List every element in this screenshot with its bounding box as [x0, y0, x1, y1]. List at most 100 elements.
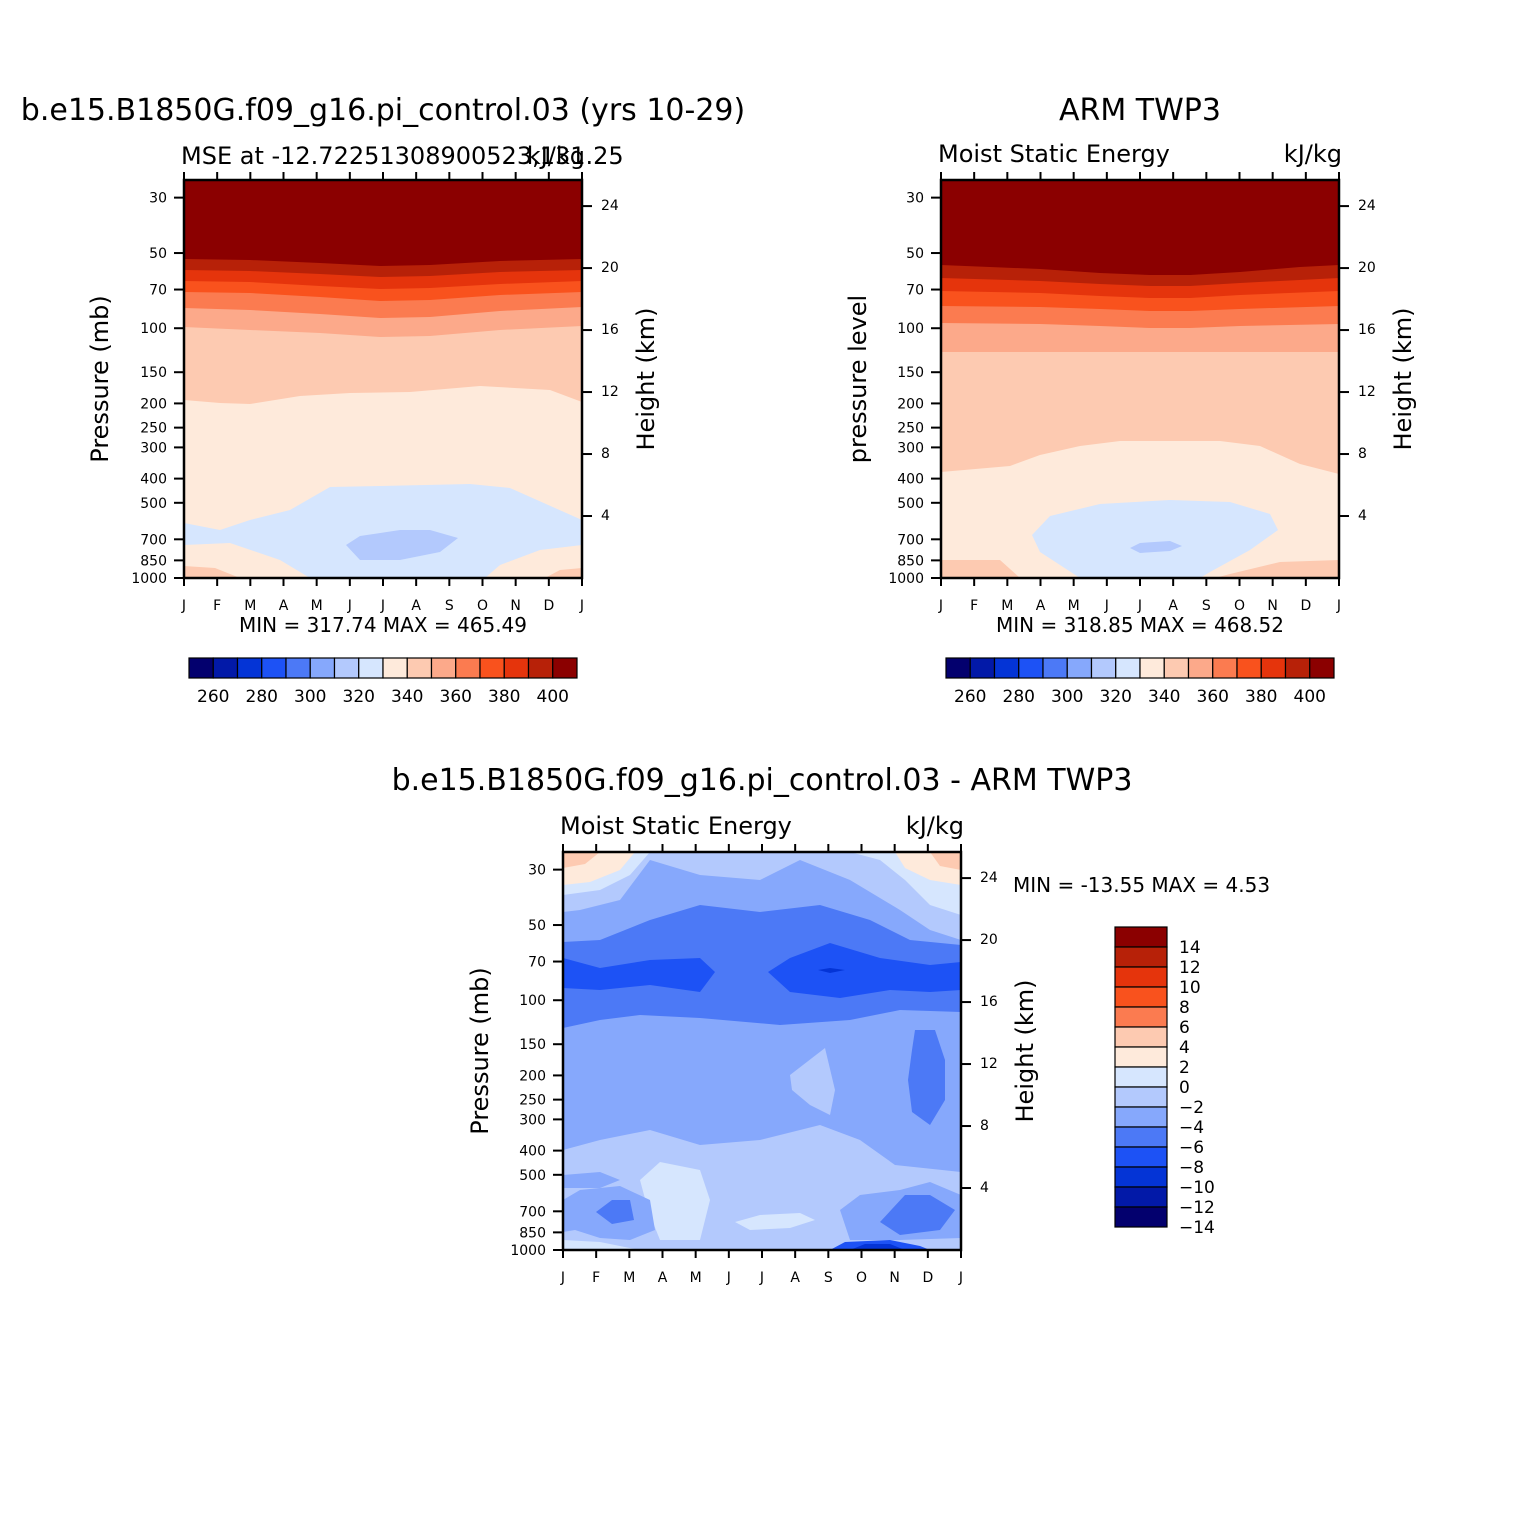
colorbar-swatch: [1284, 657, 1311, 679]
x-tick-label: D: [543, 598, 554, 614]
x-tick-label: N: [510, 598, 520, 614]
colorbar-label: 300: [294, 687, 326, 707]
x-tick-label: A: [790, 1270, 800, 1286]
y-tick-label: 250: [897, 421, 924, 437]
fill-band-m12-m10-bottom: [850, 1244, 905, 1250]
fill-band-m12-m10: [818, 968, 845, 973]
panel-model-subtitle: MSE at -12.72251308900523,131.25: [181, 142, 624, 170]
colorbar-label: −14: [1179, 1218, 1215, 1238]
colorbar-swatch: [1187, 657, 1214, 679]
colorbar-label: 280: [1003, 687, 1035, 707]
y-tick-label: 70: [528, 955, 546, 971]
colorbar-label: 320: [1100, 687, 1132, 707]
fill-band-m2-0-mid2: [735, 1213, 815, 1230]
x-tick-label: A: [279, 598, 289, 614]
fill-band-340-350-low-right: [545, 568, 582, 578]
colorbar-swatch: [1114, 1026, 1168, 1048]
colorbar-swatch: [1115, 657, 1141, 679]
y-tick-label: 30: [906, 191, 924, 207]
y-tick-label: 500: [519, 1168, 546, 1184]
fill-band-m8-m6-bottom-right: [880, 1195, 955, 1235]
colorbar-swatch: [1114, 1086, 1168, 1108]
y-tick-label: 250: [140, 421, 167, 437]
y-tick-label: 850: [140, 553, 167, 569]
panel-diff-title: b.e15.B1850G.f09_g16.pi_control.03 - ARM…: [392, 763, 1133, 798]
fill-band-400-up: [184, 180, 582, 266]
colorbar-swatch: [1114, 946, 1168, 968]
colorbar-swatch: [1212, 657, 1238, 679]
colorbar-label: 400: [537, 687, 569, 707]
fill-band-2-4-right: [930, 852, 961, 870]
x-tick-label: J: [726, 1270, 731, 1286]
y-tick-label: 500: [897, 496, 924, 512]
height-tick-label: 8: [1358, 446, 1367, 462]
panel-obs-ylabel: pressure level: [844, 295, 872, 463]
y-tick-label: 1000: [510, 1243, 546, 1259]
x-tick-label: F: [213, 598, 221, 614]
colorbar-swatch: [1139, 657, 1165, 679]
panel-obs-minmax: MIN = 318.85 MAX = 468.52: [996, 613, 1284, 637]
colorbar-label: −8: [1179, 1158, 1204, 1178]
colorbar-swatch: [503, 657, 530, 679]
fill-band-m2-0-mid: [640, 1162, 710, 1240]
colorbar-label: 4: [1179, 1038, 1190, 1058]
x-tick-label: A: [1168, 598, 1178, 614]
y-tick-label: 50: [906, 246, 924, 262]
y-tick-label: 300: [897, 440, 924, 456]
colorbar-swatch: [1309, 657, 1335, 679]
height-tick-label: 20: [980, 932, 998, 948]
colorbar-label: −2: [1179, 1098, 1204, 1118]
fill-band-m8-m6-bottom-left: [596, 1200, 634, 1224]
colorbar-label: 2: [1179, 1058, 1190, 1078]
height-tick-label: 24: [601, 198, 619, 214]
y-tick-label: 100: [897, 321, 924, 337]
colorbar-label: 380: [488, 687, 520, 707]
colorbar-label: 280: [246, 687, 278, 707]
colorbar-swatch: [1114, 1046, 1168, 1068]
colorbar-swatch: [1090, 657, 1117, 679]
y-tick-label: 1000: [131, 571, 167, 587]
y-tick-label: 200: [140, 396, 167, 412]
y-tick-label: 850: [897, 553, 924, 569]
colorbar-swatch: [552, 657, 578, 679]
colorbar-swatch: [333, 657, 360, 679]
fill-band-340-350-low-left: [941, 560, 1020, 578]
colorbar-label: 260: [197, 687, 229, 707]
colorbar-swatch: [1114, 1066, 1168, 1088]
x-tick-label: M: [690, 1270, 702, 1286]
y-tick-label: 150: [897, 365, 924, 381]
fill-band-m10-m8-right: [768, 943, 961, 998]
y-tick-label: 70: [149, 283, 167, 299]
x-tick-label: J: [380, 598, 385, 614]
colorbar-label: −4: [1179, 1118, 1204, 1138]
colorbar-label: 0: [1179, 1078, 1190, 1098]
panel-model-units: kJ/kg: [527, 142, 585, 170]
height-tick-label: 24: [980, 870, 998, 886]
y-tick-label: 300: [140, 440, 167, 456]
y-tick-label: 850: [519, 1225, 546, 1241]
colorbar-swatch: [1114, 1106, 1168, 1128]
colorbar-swatch: [945, 657, 971, 679]
panel-diff: b.e15.B1850G.f09_g16.pi_control.03 - ARM…: [392, 763, 1271, 1286]
y-tick-label: 300: [519, 1112, 546, 1128]
panel-diff-ylabel-right: Height (km): [1011, 980, 1039, 1123]
fill-band-310-320: [1130, 541, 1182, 553]
colorbar-label: 380: [1245, 687, 1277, 707]
y-tick-label: 500: [140, 496, 167, 512]
x-tick-label: S: [1202, 598, 1211, 614]
x-tick-label: D: [1300, 598, 1311, 614]
fill-band-340-350-low-right: [1215, 560, 1339, 578]
panel-model-colorbar: 260 280 300 320 340 360 380 400: [188, 657, 578, 707]
x-tick-label: O: [856, 1270, 867, 1286]
colorbar-swatch: [212, 657, 239, 679]
colorbar-swatch: [479, 657, 505, 679]
x-tick-label: O: [477, 598, 488, 614]
colorbar-swatch: [1066, 657, 1093, 679]
colorbar-swatch: [430, 657, 457, 679]
colorbar-swatch: [1163, 657, 1190, 679]
colorbar-swatch: [1260, 657, 1287, 679]
colorbar-swatch: [236, 657, 263, 679]
colorbar-swatch: [455, 657, 481, 679]
